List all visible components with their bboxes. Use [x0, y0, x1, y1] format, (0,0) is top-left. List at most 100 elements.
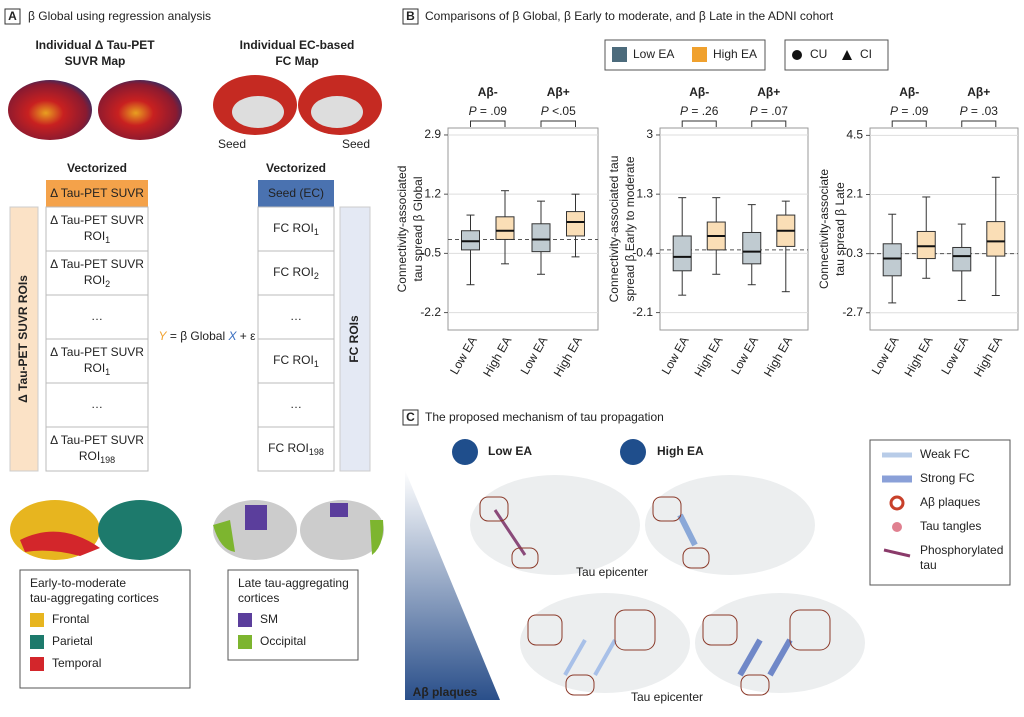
- panel-title: Comparisons of β Global, β Early to mode…: [425, 9, 834, 23]
- cell-subscript: 198: [309, 447, 324, 457]
- p-value: P = .26: [680, 104, 719, 118]
- box: [952, 246, 972, 272]
- box: [566, 211, 585, 237]
- cell-text: ROI1: [84, 229, 110, 245]
- box: [916, 230, 936, 260]
- epicenter-label: Tau epicenter: [576, 565, 648, 579]
- table-cell: [257, 426, 335, 472]
- legend-label: Parietal: [52, 634, 93, 648]
- legend-label: Frontal: [52, 612, 89, 626]
- cell-text: Δ Tau-PET SUVR: [50, 345, 144, 359]
- y-tick-label: -0.5: [420, 246, 441, 260]
- table-header: [258, 180, 334, 207]
- map-title: FC Map: [275, 54, 318, 68]
- legend-marker: [792, 50, 802, 60]
- box: [531, 223, 551, 253]
- seed-label: Seed: [218, 137, 246, 151]
- y-axis-label: Connectivity-associated: [395, 166, 409, 293]
- y-axis-label: spread β Early to moderate: [623, 156, 637, 301]
- panel-letter: A: [8, 9, 17, 23]
- map-title: Individual EC-based: [240, 38, 355, 52]
- y-axis-label: tau spread β Global: [411, 177, 425, 282]
- epicenter-label: Tau epicenter: [631, 690, 703, 704]
- y-tick-label: -0.3: [842, 246, 863, 260]
- group-label: Aβ+: [967, 85, 990, 99]
- cell-text: ROI: [84, 273, 105, 287]
- p-symbol: P: [890, 104, 898, 118]
- bracket: [891, 120, 927, 127]
- x-tick-label: High EA: [761, 334, 795, 379]
- legend-label: Low EA: [633, 47, 674, 61]
- legend-label: SM: [260, 612, 278, 626]
- legend-swatch: [30, 657, 44, 671]
- box: [742, 231, 762, 265]
- legend-swatch: [238, 613, 252, 627]
- cell-subscript: 198: [100, 455, 115, 465]
- y-tick-label: 2.9: [424, 127, 441, 141]
- p-symbol: P: [680, 104, 688, 118]
- table-ellipsis: …: [290, 397, 302, 411]
- table-cell: [257, 294, 335, 340]
- legend-label: tau: [920, 558, 937, 572]
- cell-text: Δ Tau-PET SUVR: [50, 213, 144, 227]
- y-tick-label: 2.1: [846, 187, 863, 201]
- cell-text: FC ROI1: [273, 221, 319, 237]
- panel-title: β Global using regression analysis: [28, 9, 211, 23]
- legend-title: cortices: [238, 591, 279, 605]
- legend-swatch: [612, 47, 627, 62]
- legend-swatch: [30, 613, 44, 627]
- legend-swatch: [30, 635, 44, 649]
- legend-title: Late tau-aggregating: [238, 576, 349, 590]
- x-tick-label: Low EA: [869, 334, 902, 377]
- legend-title: tau-aggregating cortices: [30, 591, 159, 605]
- x-tick-label: High EA: [551, 334, 585, 379]
- panel-letter: B: [406, 9, 415, 23]
- table-cell: [257, 206, 335, 252]
- bracket: [961, 120, 997, 127]
- table-caption: Vectorized: [266, 161, 326, 175]
- table-cell: [45, 250, 149, 296]
- legend-title: Early-to-moderate: [30, 576, 126, 590]
- y-tick-label: 4.5: [846, 128, 863, 142]
- bracket: [470, 120, 506, 127]
- equation-part: Y: [159, 329, 168, 343]
- p-value-text: = .03: [968, 104, 999, 118]
- p-symbol: P: [960, 104, 968, 118]
- box: [672, 235, 692, 272]
- legend-swatch: [238, 635, 252, 649]
- legend-label: Tau tangles: [920, 519, 981, 533]
- cell-subscript: 1: [105, 235, 110, 245]
- legend-label: Aβ plaques: [920, 495, 980, 509]
- table-cell: [257, 250, 335, 296]
- map-title: SUVR Map: [65, 54, 126, 68]
- table-ellipsis: …: [290, 309, 302, 323]
- y-tick-label: -0.4: [632, 246, 653, 260]
- x-tick-label: Low EA: [447, 334, 480, 377]
- x-tick-label: Low EA: [728, 334, 761, 377]
- legend-label: Occipital: [260, 634, 306, 648]
- equation-part: + ε: [236, 329, 256, 343]
- table-header-text: Seed (EC): [268, 186, 324, 200]
- panel-title: The proposed mechanism of tau propagatio…: [425, 410, 664, 424]
- x-tick-label: High EA: [480, 334, 514, 379]
- table-caption: Vectorized: [67, 161, 127, 175]
- p-value-text: = .09: [477, 104, 508, 118]
- legend-label: High EA: [713, 47, 757, 61]
- y-tick-label: -2.1: [632, 305, 653, 319]
- group-label: Aβ+: [757, 85, 780, 99]
- cell-text: ROI198: [79, 449, 115, 465]
- panel-a-art: [8, 75, 384, 560]
- legend-label: Strong FC: [920, 471, 975, 485]
- table-header: [46, 180, 148, 207]
- legend-label: Weak FC: [920, 447, 970, 461]
- cell-text: FC ROI198: [268, 441, 324, 457]
- cell-text: FC ROI: [273, 353, 314, 367]
- cell-text: ROI: [79, 449, 100, 463]
- box: [495, 216, 515, 240]
- y-tick-label: 3: [646, 127, 653, 141]
- cell-text: FC ROI: [273, 265, 314, 279]
- p-value: P = .09: [469, 104, 508, 118]
- p-value-text: = .09: [898, 104, 929, 118]
